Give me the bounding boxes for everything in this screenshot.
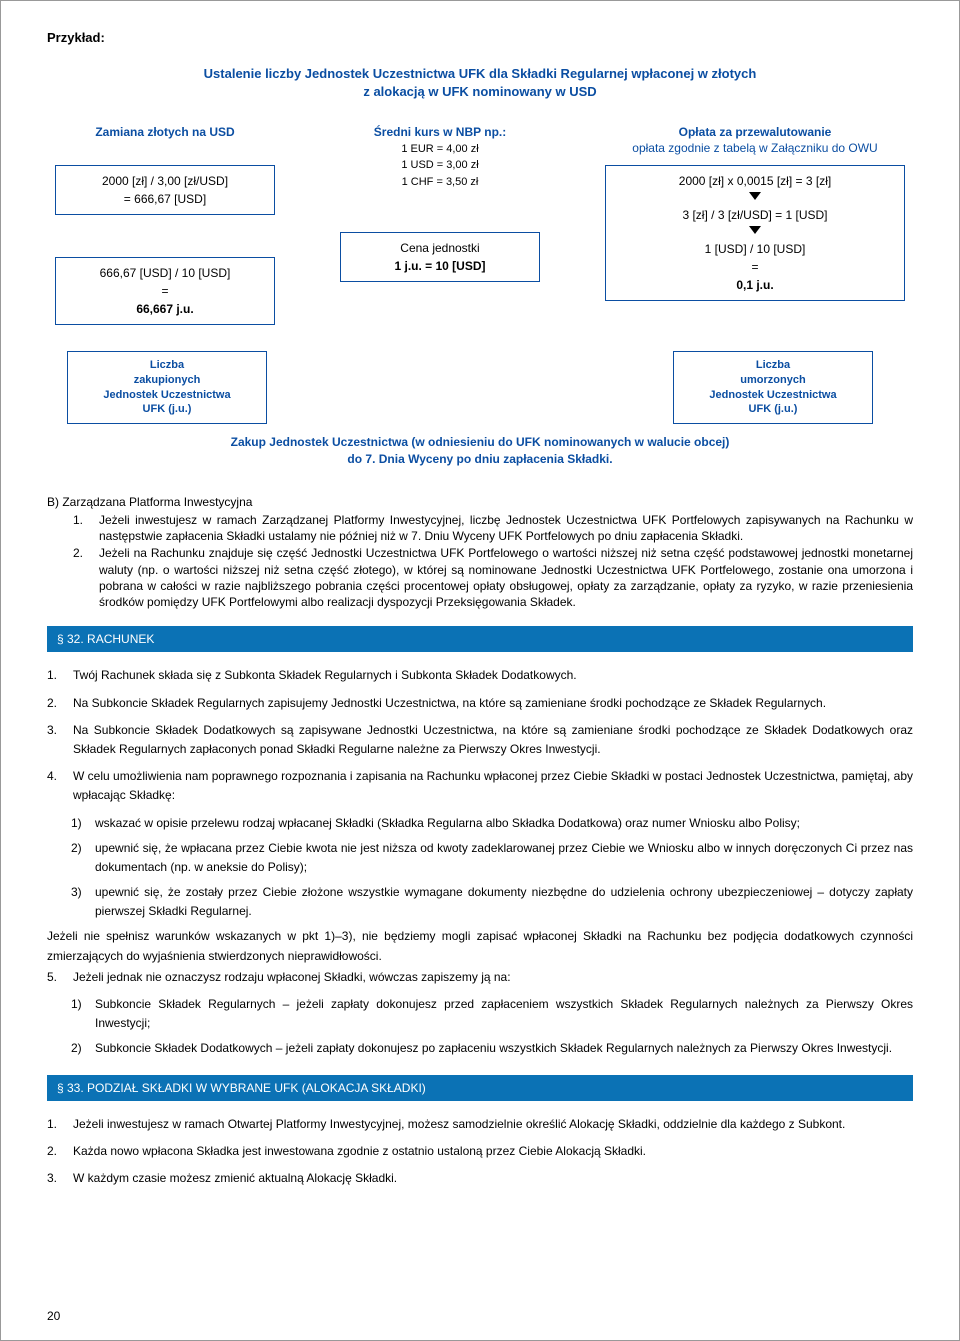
rate-chf: 1 CHF = 3,50 zł (402, 176, 479, 188)
col-left-box1-l2: = 666,67 [USD] (124, 192, 206, 206)
sublist-number: 3) (71, 883, 95, 921)
list-number: 4. (47, 767, 73, 805)
rate-usd: 1 USD = 3,00 zł (401, 159, 478, 171)
s32-4: W celu umożliwienia nam poprawnego rozpo… (73, 767, 913, 805)
s32-5: Jeżeli jednak nie oznaczysz rodzaju wpła… (73, 968, 913, 987)
s32-4-1: wskazać w opisie przelewu rodzaj wpłacan… (95, 814, 913, 833)
list-number: 2. (47, 694, 73, 713)
col-left-box1: 2000 [zł] / 3,00 [zł/USD] = 666,67 [USD] (55, 165, 275, 215)
section-b-item1: 1. Jeżeli inwestujesz w ramach Zarządzan… (73, 512, 913, 544)
s33-2: Każda nowo wpłacona Składka jest inwesto… (73, 1142, 913, 1161)
page-container: Przykład: Ustalenie liczby Jednostek Ucz… (0, 0, 960, 1341)
col-mid-box-title: Cena jednostki (400, 241, 479, 255)
s32-4-3: upewnić się, że zostały przez Ciebie zło… (95, 883, 913, 921)
s33-3: W każdym czasie możesz zmienić aktualną … (73, 1169, 913, 1188)
purchase-l2: do 7. Dnia Wyceny po dniu zapłacenia Skł… (347, 452, 612, 466)
s32-5-1: Subkoncie Składek Regularnych – jeżeli z… (95, 995, 913, 1033)
col-right-l5: 0,1 j.u. (736, 278, 773, 292)
list-number: 3. (47, 1169, 73, 1188)
list-number: 3. (47, 721, 73, 759)
sublist-number: 1) (71, 814, 95, 833)
section-b-title: B) Zarządzana Platforma Inwestycyjna (47, 494, 913, 510)
col-right-l1: 2000 [zł] x 0,0015 [zł] = 3 [zł] (679, 172, 831, 190)
purchase-l1: Zakup Jednostek Uczestnictwa (w odniesie… (231, 435, 730, 449)
example-title-line2: z alokacją w UFK nominowany w USD (363, 84, 596, 99)
diagram-col-mid: Średni kurs w NBP np.: 1 EUR = 4,00 zł 1… (340, 125, 540, 290)
s32-1: Twój Rachunek składa się z Subkonta Skła… (73, 666, 913, 685)
list-text: Jeżeli inwestujesz w ramach Zarządzanej … (99, 512, 913, 544)
example-label: Przykład: (47, 29, 913, 47)
ibl-l1: Liczba (150, 359, 184, 371)
ibl-l3: Jednostek Uczestnictwa (103, 389, 230, 401)
col-right-l3: 1 [USD] / 10 [USD] (705, 240, 806, 258)
purchase-line: Zakup Jednostek Uczestnictwa (w odniesie… (47, 434, 913, 468)
triangle-down-icon (749, 192, 761, 200)
infobox-left: Liczba zakupionych Jednostek Uczestnictw… (67, 351, 267, 424)
ibl-l2: zakupionych (134, 374, 201, 386)
list-number: 2. (47, 1142, 73, 1161)
ibr-l4: UFK (j.u.) (749, 403, 798, 415)
col-right-box: 2000 [zł] x 0,0015 [zł] = 3 [zł] 3 [zł] … (605, 165, 905, 301)
s32-5-2: Subkoncie Składek Dodatkowych – jeżeli z… (95, 1039, 913, 1058)
section-32: 1.Twój Rachunek składa się z Subkonta Sk… (47, 666, 913, 1058)
ibr-l1: Liczba (756, 359, 790, 371)
sublist-number: 1) (71, 995, 95, 1033)
ibr-l3: Jednostek Uczestnictwa (709, 389, 836, 401)
s32-4-after: Jeżeli nie spełnisz warunków wskazanych … (47, 927, 913, 965)
list-number: 5. (47, 968, 73, 987)
list-number: 1. (73, 512, 99, 544)
triangle-down-icon (749, 226, 761, 234)
col-right-l2: 3 [zł] / 3 [zł/USD] = 1 [USD] (682, 206, 827, 224)
infobox-right: Liczba umorzonych Jednostek Uczestnictwa… (673, 351, 873, 424)
col-mid-rates: 1 EUR = 4,00 zł 1 USD = 3,00 zł 1 CHF = … (340, 141, 540, 191)
col-mid-box: Cena jednostki 1 j.u. = 10 [USD] (340, 232, 540, 282)
diagram: Zamiana złotych na USD 2000 [zł] / 3,00 … (47, 125, 913, 333)
s32-4-2: upewnić się, że wpłacana przez Ciebie kw… (95, 839, 913, 877)
infobox-row: Liczba zakupionych Jednostek Uczestnictw… (47, 351, 913, 424)
col-left-header: Zamiana złotych na USD (55, 125, 275, 157)
section-33: 1.Jeżeli inwestujesz w ramach Otwartej P… (47, 1115, 913, 1189)
s33-1: Jeżeli inwestujesz w ramach Otwartej Pla… (73, 1115, 913, 1134)
ibl-l4: UFK (j.u.) (143, 403, 192, 415)
section-bar-33: § 33. PODZIAŁ SKŁADKI W WYBRANE UFK (ALO… (47, 1075, 913, 1101)
list-number: 2. (73, 545, 99, 610)
col-right-header1: Opłata za przewalutowanie (605, 125, 905, 141)
col-left-box2: 666,67 [USD] / 10 [USD] = 66,667 j.u. (55, 257, 275, 325)
col-left-box2-l1: 666,67 [USD] / 10 [USD] (100, 266, 231, 280)
diagram-col-left: Zamiana złotych na USD 2000 [zł] / 3,00 … (55, 125, 275, 333)
section-b: B) Zarządzana Platforma Inwestycyjna 1. … (47, 494, 913, 610)
col-left-box2-l3: 66,667 j.u. (136, 302, 193, 316)
list-number: 1. (47, 666, 73, 685)
rate-eur: 1 EUR = 4,00 zł (401, 143, 478, 155)
col-mid-header: Średni kurs w NBP np.: (340, 125, 540, 141)
s32-2: Na Subkoncie Składek Regularnych zapisuj… (73, 694, 913, 713)
col-left-box1-l1: 2000 [zł] / 3,00 [zł/USD] (102, 174, 228, 188)
diagram-col-right: Opłata za przewalutowanie opłata zgodnie… (605, 125, 905, 309)
section-bar-32: § 32. RACHUNEK (47, 626, 913, 652)
sublist-number: 2) (71, 1039, 95, 1058)
s32-3: Na Subkoncie Składek Dodatkowych są zapi… (73, 721, 913, 759)
list-number: 1. (47, 1115, 73, 1134)
section-b-item2: 2. Jeżeli na Rachunku znajduje się część… (73, 545, 913, 610)
sublist-number: 2) (71, 839, 95, 877)
list-text: Jeżeli na Rachunku znajduje się część Je… (99, 545, 913, 610)
col-right-header2: opłata zgodnie z tabelą w Załączniku do … (605, 141, 905, 157)
example-title: Ustalenie liczby Jednostek Uczestnictwa … (47, 65, 913, 101)
col-right-l4: = (751, 258, 758, 276)
ibr-l2: umorzonych (740, 374, 805, 386)
example-title-line1: Ustalenie liczby Jednostek Uczestnictwa … (204, 66, 757, 81)
page-number: 20 (47, 1308, 60, 1324)
col-left-box2-l2: = (161, 284, 168, 298)
col-mid-box-val: 1 j.u. = 10 [USD] (394, 259, 485, 273)
